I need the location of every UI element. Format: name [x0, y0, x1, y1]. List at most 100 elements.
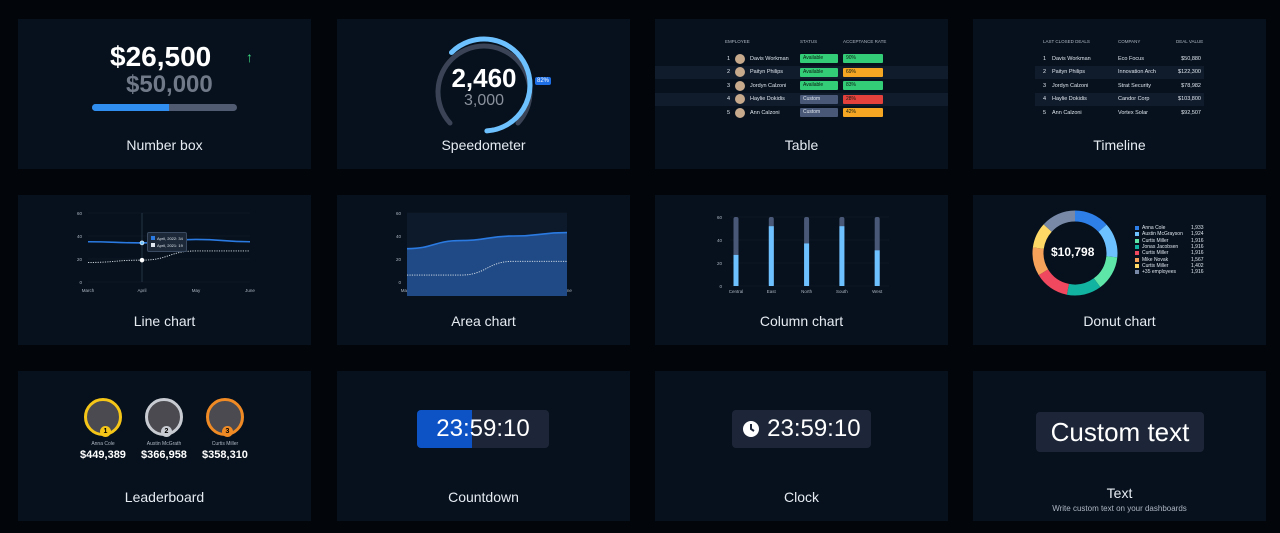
legend-name: Curtis Miller — [1142, 237, 1169, 244]
speedometer-gauge — [435, 36, 533, 134]
table-row: 2 Paityn Philips Innovation Arch $122,300 — [1035, 65, 1204, 79]
chart-tooltip: April, 2022: 34 April, 2021: 19 — [147, 232, 187, 252]
avatar: 2 — [145, 398, 183, 437]
card-label: Timeline — [1093, 137, 1146, 153]
card-label: Text — [1106, 485, 1133, 501]
legend-value: 1,916 — [1191, 243, 1204, 250]
company-name: Strat Security — [1118, 82, 1152, 89]
donut-slice — [1093, 255, 1118, 288]
table-row: 5 Ann Calzoni Vortex Solar $92,507 — [1035, 106, 1204, 119]
avatar: 1 — [84, 398, 122, 437]
countdown-card[interactable]: 23:59:10 Countdown — [337, 371, 630, 521]
column-header: ACCEPTANCE RATE — [843, 39, 887, 44]
legend-name: Curtis Miller — [1142, 250, 1169, 257]
countdown-progress — [417, 410, 473, 448]
x-tick-label: East — [767, 289, 777, 294]
column-header: LAST CLOSED DEALS — [1043, 39, 1090, 44]
clock-time: 23:59:10 — [767, 415, 861, 442]
legend-name: +35 employees — [1142, 269, 1177, 276]
card-label: Line chart — [133, 313, 196, 329]
text-card[interactable]: Custom text Text Write custom text on yo… — [973, 371, 1266, 521]
area-fill — [407, 232, 567, 296]
y-tick-label: 20 — [717, 261, 723, 266]
table-row: 1 Davis Workman Available 90% — [655, 52, 948, 65]
legend-value: 1,924 — [1191, 231, 1204, 238]
speedometer-target: 3,000 — [463, 92, 505, 109]
card-description: Write custom text on your dashboards — [1052, 504, 1187, 513]
rate-badge: 90% — [843, 54, 883, 63]
deal-value: $92,507 — [1181, 109, 1201, 116]
x-tick-label: April — [137, 288, 146, 293]
legend-swatch — [1135, 238, 1139, 243]
leader-name: Anna Cole — [91, 441, 115, 447]
tooltip-line: April, 2022: 34 — [157, 236, 183, 241]
series-line — [407, 260, 567, 276]
speedometer-card[interactable]: 2,460 3,000 82% Speedometer — [337, 19, 630, 169]
legend-name: Curtis Miller — [1142, 262, 1169, 269]
row-number: 5 — [727, 109, 731, 116]
card-label: Area chart — [451, 313, 516, 329]
rank-badge: 1 — [100, 426, 111, 437]
rate-badge: 69% — [843, 67, 883, 77]
number-box-card[interactable]: $26,500 ↑ $50,000 Number box — [18, 19, 311, 169]
leader-amount: $449,389 — [80, 449, 126, 461]
column-chart-card[interactable]: 60 40 20 0 Central East North South West Column … — [655, 195, 948, 345]
timeline-card[interactable]: LAST CLOSED DEALS COMPANY DEAL VALUE 1 Da… — [973, 19, 1266, 169]
x-tick-label: West — [872, 289, 883, 294]
company-name: Innovation Arch — [1118, 69, 1156, 75]
card-label: Countdown — [448, 489, 519, 505]
card-label: Column chart — [759, 313, 844, 329]
legend-swatch — [1135, 263, 1139, 268]
column-header: EMPLOYEE — [725, 39, 750, 44]
employee-name: Haylie Dokidis — [1052, 96, 1087, 102]
row-number: 2 — [727, 69, 731, 75]
column-chart: 60 40 20 0 Central East North South West — [717, 215, 889, 294]
row-number: 4 — [727, 96, 731, 102]
avatar — [735, 80, 745, 91]
card-label: Speedometer — [441, 137, 526, 153]
gauge-fill — [448, 36, 533, 134]
legend-name: Mike Novak — [1142, 256, 1169, 263]
y-tick-label: 40 — [77, 234, 83, 239]
y-tick-label: 60 — [717, 215, 723, 220]
rank-badge: 2 — [161, 426, 172, 437]
clock-card[interactable]: 23:59:10 Clock — [655, 371, 948, 521]
clock-display: 23:59:10 — [732, 410, 871, 448]
x-tick-label: North — [801, 289, 813, 294]
number-value: $26,500 — [110, 41, 212, 72]
series-line — [406, 231, 568, 250]
leader-amount: $358,310 — [202, 449, 248, 461]
leaderboard-card[interactable]: 1 Anna Cole $449,389 2 Austin McGrath $366,95… — [18, 371, 311, 521]
employee-name: Paityn Philips — [1052, 69, 1086, 75]
leader-amount: $366,958 — [141, 449, 187, 461]
x-tick-label: South — [836, 289, 848, 294]
card-label: Table — [784, 137, 819, 153]
clock-icon — [743, 421, 760, 437]
row-number: 2 — [1043, 69, 1047, 75]
data-point — [139, 257, 145, 263]
line-chart-card[interactable]: 60 40 20 0 March April May June April, 2022: 34… — [18, 195, 311, 345]
series-line — [87, 250, 250, 263]
employee-name: Davis Workman — [1052, 55, 1091, 62]
legend-swatch — [1135, 244, 1139, 249]
y-tick-label: 0 — [719, 284, 722, 289]
legend-swatch — [1135, 232, 1139, 237]
donut-slice — [1066, 278, 1101, 296]
employee-name: Jordyn Calzoni — [750, 82, 787, 89]
avatar — [735, 94, 745, 104]
speedometer-value: 2,460 — [451, 63, 517, 93]
employee-name: Paityn Philips — [750, 69, 784, 75]
deal-value: $50,880 — [1181, 55, 1201, 62]
company-name: Candor Corp — [1118, 96, 1150, 102]
employee-name: Haylie Dokidis — [750, 96, 785, 102]
donut-chart-card[interactable]: $10,798 Anna Cole 1,933 Austin McGrayson 1,… — [973, 195, 1266, 345]
table-card[interactable]: EMPLOYEE STATUS ACCEPTANCE RATE 1 Davis W… — [655, 19, 948, 169]
column-bar — [733, 254, 739, 286]
y-tick-label: 0 — [398, 280, 401, 285]
deal-value: $103,800 — [1178, 96, 1201, 102]
table-row: 4 Haylie Dokidis Candor Corp $103,800 — [1035, 92, 1204, 106]
column-header: COMPANY — [1118, 39, 1141, 44]
legend-swatch — [1135, 226, 1139, 230]
donut-slice — [1098, 224, 1118, 258]
